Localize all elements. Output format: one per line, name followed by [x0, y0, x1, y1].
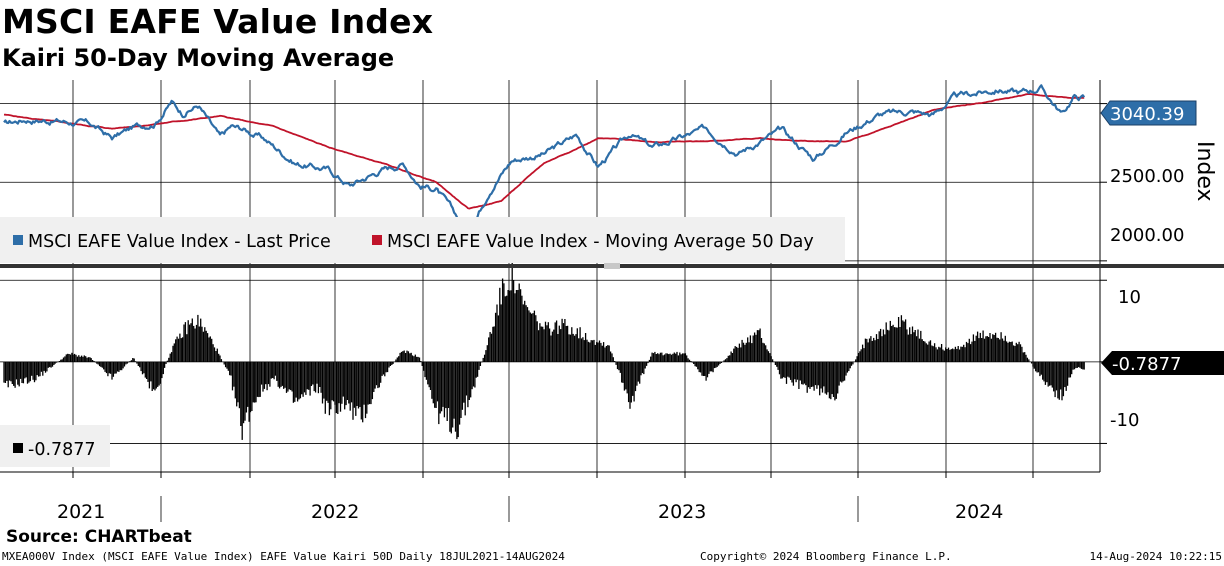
- x-tick-label-2021: 2021: [57, 501, 105, 523]
- kairi-tick-label-minus10: -10: [1110, 410, 1139, 431]
- last-price-label: 3040.39: [1110, 104, 1184, 125]
- timestamp: 14-Aug-2024 10:22:15: [1089, 550, 1222, 563]
- x-tick-label-2022: 2022: [311, 501, 359, 523]
- copyright-note: Copyright© 2024 Bloomberg Finance L.P.: [700, 550, 952, 563]
- kairi-bars: [3, 254, 1085, 440]
- legend-price-swatch: [13, 235, 23, 245]
- kairi-last-value-marker: [1101, 351, 1224, 375]
- upper-y-axis-label: Index: [1192, 141, 1217, 202]
- last-price-line: [3, 84, 1086, 234]
- kairi-tick-label-10: 10: [1118, 287, 1141, 308]
- kairi-legend-swatch: [13, 443, 23, 453]
- ticker-description: MXEA000V Index (MSCI EAFE Value Index) E…: [2, 550, 565, 563]
- panel-frames: [0, 80, 1107, 522]
- grid-lines: [0, 80, 1100, 472]
- x-tick-label-2024: 2024: [955, 501, 1003, 523]
- moving-average-line: [3, 93, 1085, 210]
- legend-ma-label: MSCI EAFE Value Index - Moving Average 5…: [387, 232, 814, 252]
- legend-price-label: MSCI EAFE Value Index - Last Price: [28, 232, 331, 252]
- y-tick-label-2500: 2500.00: [1110, 166, 1184, 187]
- upper-legend-box: [0, 217, 845, 263]
- x-tick-label-2023: 2023: [658, 501, 706, 523]
- last-price-marker: [1100, 100, 1197, 126]
- chart-title: MSCI EAFE Value Index: [2, 2, 434, 41]
- source-note: Source: CHARTbeat: [6, 527, 192, 547]
- kairi-legend-label: -0.7877: [28, 440, 96, 460]
- divider-grip[interactable]: [604, 263, 620, 269]
- price-lines: [3, 84, 1086, 234]
- y-tick-label-2000: 2000.00: [1110, 225, 1184, 246]
- legend-ma-swatch: [372, 235, 382, 245]
- chart-subtitle: Kairi 50-Day Moving Average: [2, 44, 395, 72]
- kairi-last-value-label: -0.7877: [1112, 354, 1181, 375]
